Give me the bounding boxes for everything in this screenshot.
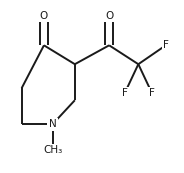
Text: N: N xyxy=(49,119,56,129)
Text: O: O xyxy=(105,11,113,21)
Text: CH₃: CH₃ xyxy=(43,145,62,155)
Text: F: F xyxy=(149,88,155,98)
Text: O: O xyxy=(40,11,48,21)
Text: F: F xyxy=(163,40,169,50)
Text: F: F xyxy=(122,88,128,98)
